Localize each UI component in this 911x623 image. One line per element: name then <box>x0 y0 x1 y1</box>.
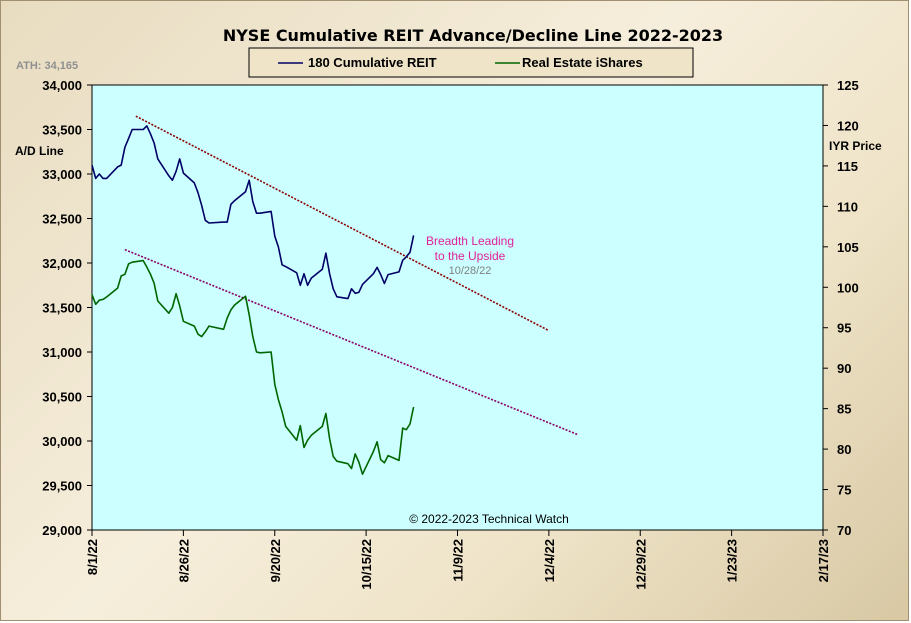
left-tick-label: 30,500 <box>42 390 82 405</box>
left-tick-label: 31,000 <box>42 345 82 360</box>
right-tick-label: 95 <box>837 321 851 336</box>
right-tick-label: 90 <box>837 361 851 376</box>
chart-title: NYSE Cumulative REIT Advance/Decline Lin… <box>223 26 723 45</box>
legend: 180 Cumulative REIT Real Estate iShares <box>248 47 694 78</box>
x-tick-label: 1/23/23 <box>725 539 740 582</box>
left-tick-label: 33,000 <box>42 167 82 182</box>
right-axis-label: IYR Price <box>829 139 882 153</box>
left-tick-label: 31,500 <box>42 301 82 316</box>
legend-box <box>248 47 694 78</box>
right-tick-label: 105 <box>837 240 859 255</box>
x-tick-label: 10/15/22 <box>359 539 374 590</box>
x-tick-label: 11/9/22 <box>451 539 466 582</box>
legend-label-ad-line: 180 Cumulative REIT <box>308 55 437 70</box>
annotation-date: 10/28/22 <box>449 265 492 277</box>
left-tick-label: 32,500 <box>42 212 82 227</box>
annotation: Breadth Leading to the Upside 10/28/22 <box>426 234 514 277</box>
right-tick-label: 125 <box>837 78 859 93</box>
x-tick-label: 12/4/22 <box>542 539 557 582</box>
x-tick-label: 9/20/22 <box>268 539 283 582</box>
legend-label-iyr: Real Estate iShares <box>522 55 643 70</box>
trendlines <box>124 115 579 436</box>
left-tick-label: 33,500 <box>42 123 82 138</box>
series-line-iyr <box>91 259 415 476</box>
x-axis: 8/1/22 8/26/22 9/20/22 10/15/22 11/9/22 12/4/… <box>85 530 831 590</box>
right-tick-label: 70 <box>837 523 851 538</box>
x-tick-label: 2/17/23 <box>816 539 831 582</box>
ath-label: ATH: 34,165 <box>16 60 78 72</box>
annotation-line1: Breadth Leading <box>426 234 514 248</box>
right-axis: 125 120 115 110 105 100 95 90 85 80 75 70 <box>823 78 859 538</box>
right-tick-label: 85 <box>837 402 851 417</box>
right-tick-label: 100 <box>837 280 859 295</box>
right-tick-label: 110 <box>837 199 858 214</box>
left-tick-label: 32,000 <box>42 256 82 271</box>
plot-area <box>91 84 824 531</box>
annotation-line2: to the Upside <box>435 249 506 263</box>
left-tick-label: 29,000 <box>42 523 82 538</box>
x-tick-label: 12/29/22 <box>633 539 648 590</box>
x-tick-label: 8/26/22 <box>176 539 191 582</box>
x-tick-label: 8/1/22 <box>85 539 100 575</box>
series-line-ad <box>91 125 415 300</box>
copyright: © 2022-2023 Technical Watch <box>409 512 569 526</box>
series-lines <box>91 125 415 476</box>
right-tick-label: 115 <box>837 159 858 174</box>
right-tick-label: 80 <box>837 442 851 457</box>
left-tick-label: 30,000 <box>42 434 82 449</box>
left-axis-label: A/D Line <box>15 144 64 158</box>
trendline-1 <box>135 115 550 332</box>
left-tick-label: 29,500 <box>42 479 82 494</box>
left-tick-label: 34,000 <box>42 78 82 93</box>
trendline-2 <box>124 248 579 436</box>
right-tick-label: 75 <box>837 483 851 498</box>
right-tick-label: 120 <box>837 118 859 133</box>
left-axis: 34,000 33,500 33,000 32,500 32,000 31,500 31,0… <box>42 78 92 538</box>
